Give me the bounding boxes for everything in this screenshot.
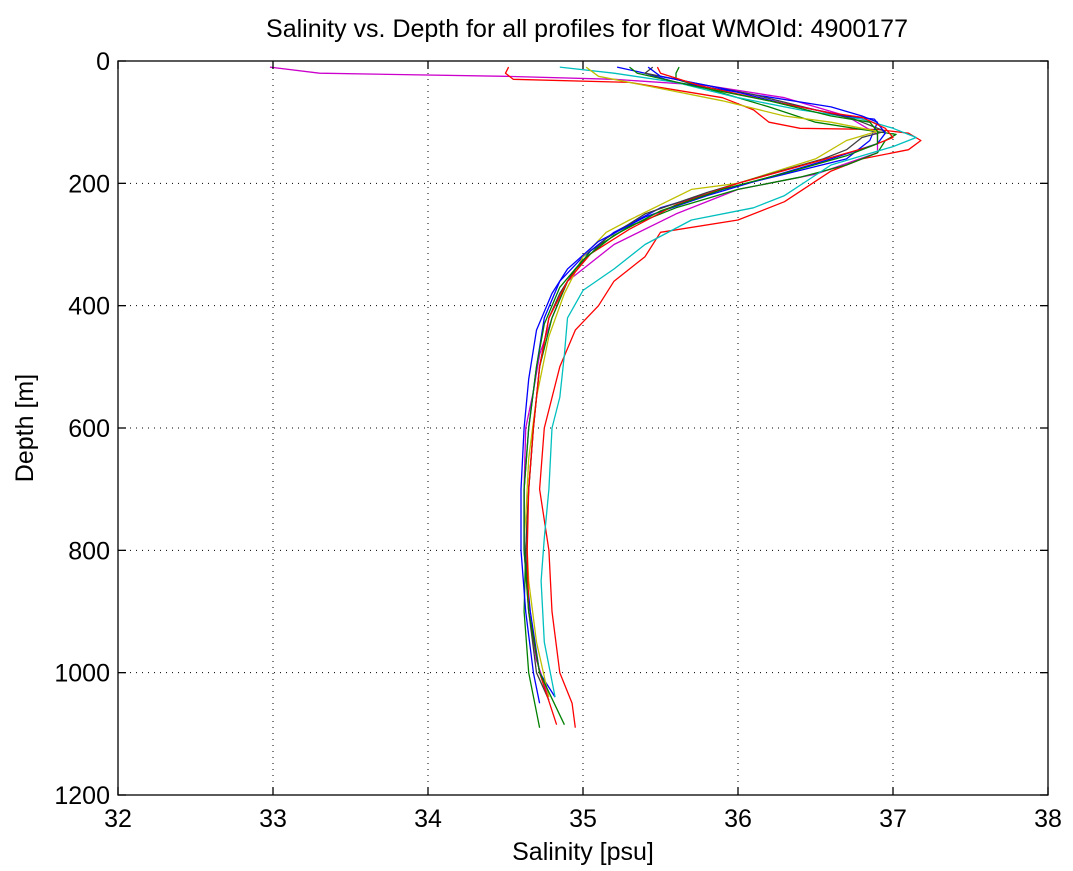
profile-line-5 xyxy=(540,66,917,698)
y-tick-label: 400 xyxy=(68,293,110,321)
axis-ticks xyxy=(117,60,1049,796)
chart-title: Salinity vs. Depth for all profiles for … xyxy=(266,15,908,43)
x-axis-label: Salinity [psu] xyxy=(512,838,654,866)
y-tick-labels: 0 200 400 600 800 1000 1200 xyxy=(54,48,110,810)
x-tick-label: 32 xyxy=(104,805,132,833)
y-axis-label: Depth [m] xyxy=(11,374,39,482)
y-tick-label: 600 xyxy=(68,415,110,443)
series-group xyxy=(269,66,922,728)
x-tick-label: 38 xyxy=(1034,805,1062,833)
grid-lines xyxy=(118,61,1048,795)
x-tick-label: 36 xyxy=(724,805,752,833)
x-tick-label: 33 xyxy=(259,805,287,833)
x-tick-label: 34 xyxy=(414,805,442,833)
y-tick-label: 800 xyxy=(68,537,110,565)
x-tick-label: 35 xyxy=(569,805,597,833)
profile-line-9 xyxy=(526,66,894,725)
y-tick-label: 1000 xyxy=(54,660,110,688)
x-tick-label: 37 xyxy=(879,805,907,833)
y-tick-label: 0 xyxy=(96,48,110,76)
profile-line-6 xyxy=(525,66,879,698)
y-tick-label: 1200 xyxy=(54,782,110,810)
y-tick-label: 200 xyxy=(68,170,110,198)
x-tick-labels: 32 33 34 35 36 37 38 xyxy=(104,805,1062,833)
profile-line-10 xyxy=(523,66,879,725)
